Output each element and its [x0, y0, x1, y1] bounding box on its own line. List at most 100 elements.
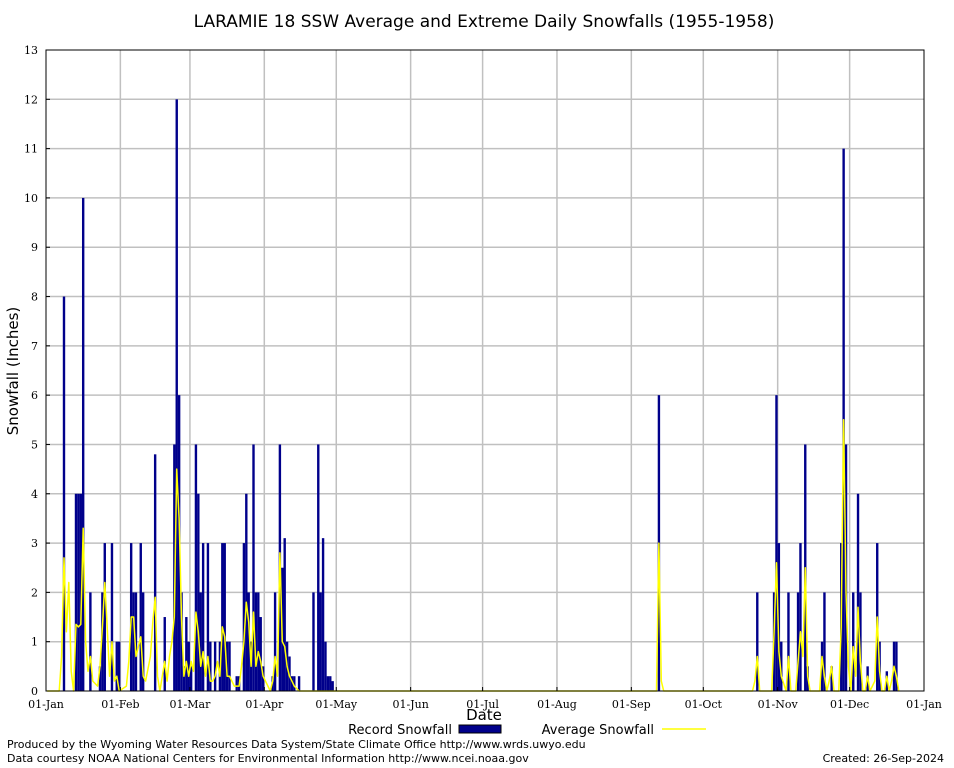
record-snowfall-bar: [221, 543, 224, 691]
record-snowfall-bar: [273, 592, 277, 691]
record-snowfall-bar: [856, 493, 860, 691]
record-snowfall-bar: [74, 493, 78, 691]
record-snowfall-bar: [259, 617, 262, 691]
record-snowfall-bar: [62, 296, 66, 691]
record-snowfall-bar: [787, 592, 790, 691]
x-tick-label: 01-Oct: [685, 698, 723, 711]
record-snowfall-bar: [321, 538, 325, 691]
plot-frame: [45, 49, 925, 692]
record-snowfall-bar: [859, 592, 862, 691]
record-snowfall-bar: [257, 592, 260, 691]
record-snowfall-bar: [331, 681, 334, 691]
record-snowfall-bar: [324, 641, 327, 691]
y-tick-label: 3: [31, 537, 38, 550]
record-snowfall-bar: [317, 444, 320, 691]
record-snowfall-bar: [283, 538, 286, 691]
x-tick-label: 01-Feb: [101, 698, 139, 711]
record-snowfall-bar: [185, 617, 188, 691]
x-tick-label: 01-Mar: [170, 698, 212, 711]
record-snowfall-bar: [895, 641, 898, 691]
record-snowfall-bar: [319, 592, 322, 691]
record-snowfall-bar: [796, 592, 800, 691]
record-snowfall-bar: [252, 444, 255, 691]
x-tick-label: 01-Nov: [758, 698, 799, 711]
record-snowfall-bar: [775, 395, 778, 691]
footer-created-date: Created: 26-Sep-2024: [822, 752, 944, 765]
x-tick-label: 01-Jan: [28, 698, 64, 711]
footer-produced-by: Produced by the Wyoming Water Resources …: [7, 738, 586, 751]
legend-swatch-record: [458, 724, 502, 734]
x-tick-label: 01-Aug: [537, 698, 577, 711]
record-snowfall-bar: [209, 641, 212, 691]
record-snowfall-bar: [254, 592, 258, 691]
legend-label-record: Record Snowfall: [348, 723, 452, 738]
record-snowfall-bar: [197, 493, 200, 691]
record-snowfall-bar: [242, 543, 246, 691]
x-tick-label: 01-Sep: [612, 698, 651, 711]
x-tick-labels: 01-Jan 01-Feb 01-Mar 01-Apr 01-May 01-Jun 01-J…: [28, 687, 942, 711]
record-snowfall-bar: [756, 592, 759, 691]
y-tick-label: 12: [24, 93, 38, 106]
y-tick-label: 0: [31, 685, 38, 698]
y-tick-label: 2: [31, 586, 38, 599]
y-axis-label: Snowfall (Inches): [4, 307, 22, 435]
record-snowfall-bar: [293, 676, 296, 691]
y-tick-label: 4: [31, 488, 38, 501]
record-snowfall-bar: [187, 641, 190, 691]
y-tick-label: 13: [24, 44, 38, 57]
record-snowfall-bar: [312, 592, 315, 691]
chart-title: LARAMIE 18 SSW Average and Extreme Daily…: [194, 12, 775, 32]
x-tick-label: 01-Jan: [906, 698, 942, 711]
record-snowfall-bar: [885, 671, 889, 691]
x-tick-label: 01-Jul: [466, 698, 499, 711]
record-snowfall-bar: [134, 592, 138, 691]
record-snowfall-bar: [247, 592, 250, 691]
y-tick-label: 10: [24, 192, 38, 205]
y-tick-label: 8: [31, 291, 38, 304]
record-snowfall-bar: [103, 543, 106, 691]
record-snowfall-bar: [132, 592, 135, 691]
record-snowfall-bar: [199, 592, 202, 691]
record-snowfall-bar: [139, 543, 142, 691]
record-snowfall-bar: [223, 543, 226, 691]
record-snowfall-bar: [213, 641, 217, 691]
record-snowfall-bar: [101, 592, 104, 691]
record-snowfall-bar: [81, 197, 85, 691]
record-snowfall-bar: [780, 641, 783, 691]
record-snowfall-bar: [245, 493, 248, 691]
record-snowfall-bar: [194, 444, 198, 691]
record-snowfall-bar: [823, 592, 826, 691]
y-tick-label: 7: [31, 340, 38, 353]
record-snowfall-bar: [297, 676, 301, 691]
record-snowfall-bar: [830, 666, 833, 691]
y-tick-label: 9: [31, 241, 38, 254]
record-snowfall-bar: [329, 676, 332, 691]
record-snowfall-bar: [115, 641, 118, 691]
legend: Record Snowfall Average Snowfall: [348, 723, 706, 738]
record-snowfall-bar: [206, 543, 210, 691]
x-axis-label: Date: [466, 706, 502, 724]
x-tick-label: 01-Apr: [245, 698, 284, 711]
record-snowfall-bar: [261, 666, 265, 691]
record-snowfall-bar: [173, 444, 176, 691]
record-snowfall-bar: [290, 676, 294, 691]
record-snowfall-bar: [201, 543, 205, 691]
record-snowfall-bar: [175, 99, 178, 692]
record-snowfall-bar: [117, 641, 121, 691]
record-snowfall-bar: [163, 617, 166, 691]
record-snowfall-bar: [141, 592, 145, 691]
y-tick-label: 5: [31, 438, 38, 451]
y-tick-label: 1: [31, 636, 38, 649]
record-snowfall-bar: [182, 666, 186, 691]
record-snowfall-bar: [852, 592, 855, 691]
record-snowfall-bar: [189, 666, 193, 691]
record-snowfall-bar: [799, 543, 802, 691]
record-snowfall-bar: [153, 454, 157, 691]
record-snowfall-bar: [777, 543, 781, 691]
record-snowfall-bar: [89, 592, 92, 691]
record-snowfall-bar: [180, 592, 183, 691]
x-tick-label: 01-May: [315, 698, 358, 711]
footer-data-courtesy: Data courtesy NOAA National Centers for …: [7, 752, 529, 765]
